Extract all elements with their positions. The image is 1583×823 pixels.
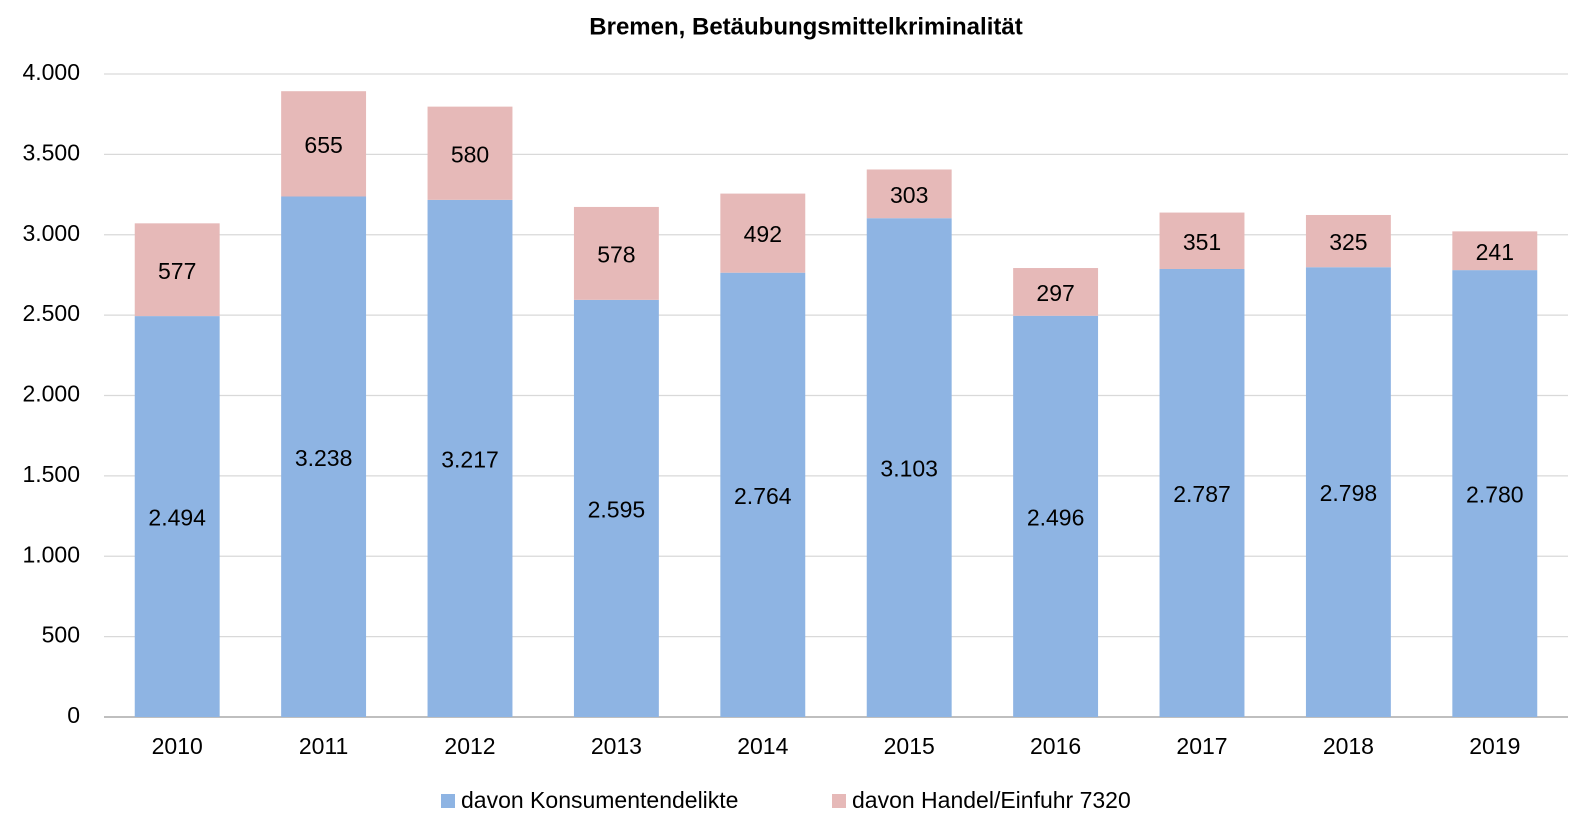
x-tick-label: 2014	[737, 733, 788, 759]
x-tick-label: 2019	[1469, 733, 1520, 759]
x-tick-label: 2011	[299, 733, 348, 759]
bar-segment	[1452, 231, 1538, 271]
bar-segment	[866, 218, 952, 717]
data-label: 2.496	[1027, 504, 1085, 530]
bar-segment	[1013, 315, 1099, 717]
data-label: 2.494	[148, 505, 206, 531]
data-label: 2.798	[1320, 480, 1378, 506]
legend-swatch	[441, 794, 455, 808]
data-label: 577	[158, 258, 196, 284]
bar-segment	[281, 196, 367, 717]
chart-title: Bremen, Betäubungsmittelkriminalität	[589, 13, 1022, 40]
bar-segment	[1013, 268, 1099, 316]
y-tick-label: 3.000	[22, 220, 80, 246]
legend-label: davon Handel/Einfuhr 7320	[852, 787, 1131, 813]
legend-label: davon Konsumentendelikte	[461, 787, 738, 813]
x-tick-label: 2018	[1323, 733, 1374, 759]
data-label: 580	[451, 141, 489, 167]
bar-segment	[720, 272, 806, 717]
data-label: 241	[1476, 239, 1514, 265]
legend-swatch	[832, 794, 846, 808]
data-label: 2.787	[1173, 481, 1231, 507]
bar-segment	[1305, 214, 1391, 268]
bar-segment	[1159, 212, 1245, 269]
y-tick-label: 2.500	[22, 300, 80, 326]
bar-segment	[1452, 270, 1538, 717]
data-label: 3.217	[441, 447, 499, 473]
bar-segment	[1305, 267, 1391, 717]
x-tick-label: 2012	[444, 733, 495, 759]
x-tick-label: 2015	[884, 733, 935, 759]
data-label: 351	[1183, 229, 1221, 255]
bar-segment	[427, 199, 513, 717]
bar-segment	[427, 106, 513, 200]
y-tick-label: 4.000	[22, 59, 80, 85]
data-label: 325	[1329, 229, 1367, 255]
data-label: 2.780	[1466, 482, 1524, 508]
data-label: 578	[597, 241, 635, 267]
bar-segment	[134, 316, 220, 717]
y-tick-label: 500	[42, 622, 80, 648]
bar-segment	[281, 91, 367, 197]
data-label: 3.103	[880, 456, 938, 482]
data-label: 3.238	[295, 445, 353, 471]
x-tick-label: 2010	[152, 733, 203, 759]
y-tick-label: 1.500	[22, 461, 80, 487]
data-label: 2.595	[588, 497, 646, 523]
data-label: 655	[304, 132, 342, 158]
bar-segment	[1159, 268, 1245, 717]
x-tick-label: 2013	[591, 733, 642, 759]
bar-segment	[134, 223, 220, 317]
bar-segment	[720, 193, 806, 273]
bar-segment	[866, 169, 952, 219]
bar-segment	[573, 299, 659, 717]
y-tick-label: 3.500	[22, 139, 80, 165]
data-label: 2.764	[734, 483, 792, 509]
data-label: 492	[744, 221, 782, 247]
x-tick-label: 2017	[1176, 733, 1227, 759]
y-tick-label: 0	[67, 702, 80, 728]
x-tick-label: 2016	[1030, 733, 1081, 759]
data-label: 297	[1036, 280, 1074, 306]
data-label: 303	[890, 182, 928, 208]
bar-segment	[573, 206, 659, 300]
y-tick-label: 1.000	[22, 541, 80, 567]
y-tick-label: 2.000	[22, 381, 80, 407]
